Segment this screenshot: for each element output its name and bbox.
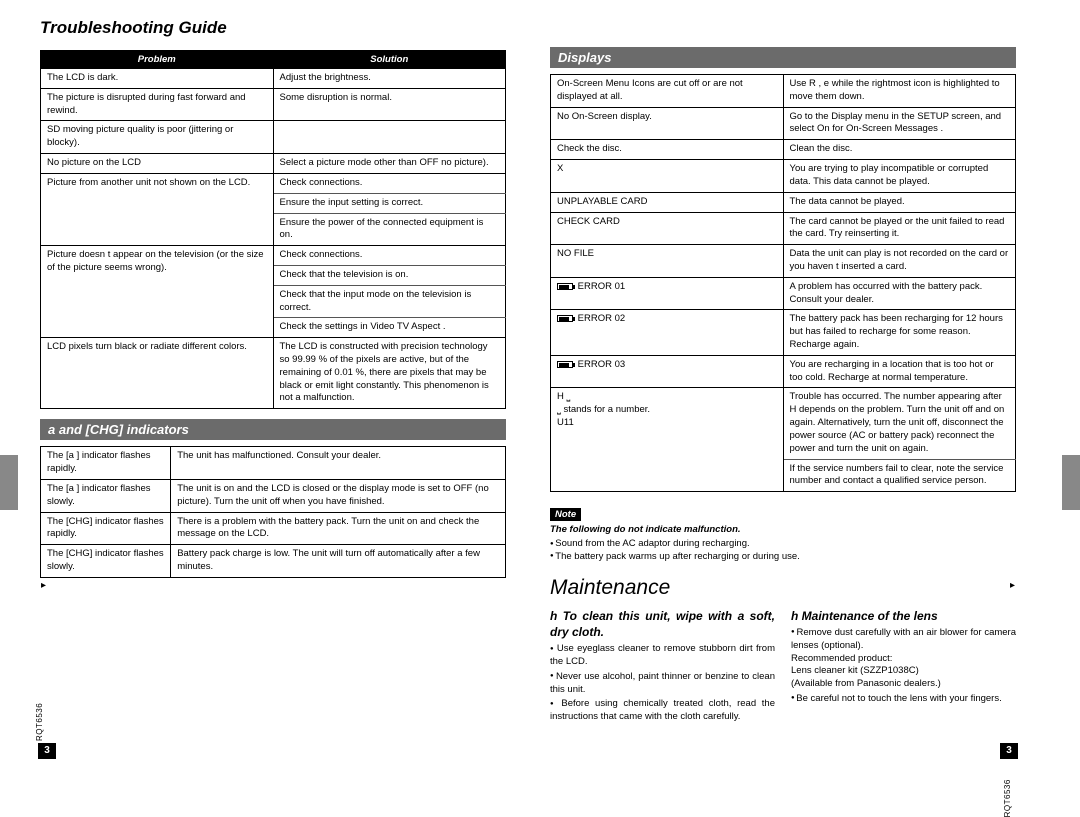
solution-cell: Use R , e while the rightmost icon is hi… [783,75,1016,108]
solution-cell: You are trying to play incompatible or c… [783,160,1016,193]
solution-cell: There is a problem with the battery pack… [171,512,506,545]
maint-clean-head: h To clean this unit, wipe with a soft, … [550,608,775,640]
list-item: Never use alcohol, paint thinner or benz… [550,671,775,697]
solution-cell: Battery pack charge is low. The unit wil… [171,545,506,578]
problem-cell: Picture doesn t appear on the television… [41,246,274,338]
displays-bar: Displays [550,47,1016,68]
nav-arrow-left: ▸ [41,580,46,591]
problem-cell: H ⎵ ⎵ stands for a number.U11 [551,388,784,492]
solution-cell: Check that the input mode on the televis… [273,285,506,318]
problem-cell: The [CHG] indicator flashes rapidly. [41,512,171,545]
maint-lens-head: h Maintenance of the lens [791,608,1016,624]
list-item: The battery pack warms up after rechargi… [550,551,1016,564]
note-list: Sound from the AC adaptor during recharg… [550,538,1016,564]
troubleshooting-title: Troubleshooting Guide [40,18,506,38]
solution-cell: You are recharging in a location that is… [783,355,1016,388]
col-solution: Solution [273,51,506,69]
doc-code-right: RQT6536 [1003,779,1012,817]
solution-cell: Check the settings in Video TV Aspect . [273,318,506,338]
problem-cell: The LCD is dark. [41,69,274,89]
list-item: Sound from the AC adaptor during recharg… [550,538,1016,551]
problem-cell: ERROR 03 [551,355,784,388]
problem-cell: CHECK CARD [551,212,784,245]
problem-cell: The [a ] indicator flashes rapidly. [41,447,171,480]
indicators-bar: a and [CHG] indicators [40,419,506,440]
indicators-table: The [a ] indicator flashes rapidly.The u… [40,446,506,578]
doc-code-left: RQT6536 [35,703,44,741]
list-item: Remove dust carefully with an air blower… [791,627,1016,691]
spread-tab-right [1062,455,1080,510]
left-page: Troubleshooting Guide Problem Solution T… [18,0,528,767]
solution-cell: Some disruption is normal. [273,88,506,121]
solution-cell: Trouble has occurred. The number appeari… [783,388,1016,459]
solution-cell: A problem has occurred with the battery … [783,277,1016,310]
solution-cell: The unit is on and the LCD is closed or … [171,479,506,512]
page-number-left: 3 [38,743,56,759]
note-block: Note The following do not indicate malfu… [550,502,1016,564]
solution-cell: Check that the television is on. [273,265,506,285]
problem-cell: Picture from another unit not shown on t… [41,173,274,245]
solution-cell: Check connections. [273,173,506,193]
problem-cell: Check the disc. [551,140,784,160]
spread-tab-left [0,455,18,510]
right-page: Displays On-Screen Menu Icons are cut of… [528,0,1038,767]
list-item: Be careful not to touch the lens with yo… [791,693,1016,706]
nav-arrow-right: ▸ [1010,580,1015,591]
problem-cell: On-Screen Menu Icons are cut off or are … [551,75,784,108]
troubleshooting-table: Problem Solution The LCD is dark.Adjust … [40,50,506,409]
problem-cell: UNPLAYABLE CARD [551,192,784,212]
problem-cell: X [551,160,784,193]
col-problem: Problem [41,51,274,69]
problem-cell: The [CHG] indicator flashes slowly. [41,545,171,578]
solution-cell: The data cannot be played. [783,192,1016,212]
problem-cell: LCD pixels turn black or radiate differe… [41,338,274,409]
displays-table: On-Screen Menu Icons are cut off or are … [550,74,1016,492]
problem-cell: SD moving picture quality is poor (jitte… [41,121,274,154]
note-badge: Note [550,508,581,521]
problem-cell: The [a ] indicator flashes slowly. [41,479,171,512]
problem-cell: ERROR 02 [551,310,784,355]
list-item: Before using chemically treated cloth, r… [550,698,775,724]
solution-cell: The battery pack has been recharging for… [783,310,1016,355]
solution-cell: The unit has malfunctioned. Consult your… [171,447,506,480]
maintenance-title: Maintenance [550,576,1016,600]
page-number-right: 3 [1000,743,1018,759]
problem-cell: The picture is disrupted during fast for… [41,88,274,121]
problem-cell: ERROR 01 [551,277,784,310]
note-heading: The following do not indicate malfunctio… [550,524,1016,535]
solution-cell: Go to the Display menu in the SETUP scre… [783,107,1016,140]
solution-cell: Clean the disc. [783,140,1016,160]
problem-cell: No On-Screen display. [551,107,784,140]
solution-cell: If the service numbers fail to clear, no… [783,459,1016,492]
solution-cell: Select a picture mode other than OFF no … [273,154,506,174]
solution-cell: The card cannot be played or the unit fa… [783,212,1016,245]
solution-cell: Data the unit can play is not recorded o… [783,245,1016,278]
maintenance-columns: h To clean this unit, wipe with a soft, … [550,608,1016,726]
solution-cell: Ensure the input setting is correct. [273,193,506,213]
list-item: Use eyeglass cleaner to remove stubborn … [550,643,775,669]
solution-cell: Ensure the power of the connected equipm… [273,213,506,246]
maint-col-lens: h Maintenance of the lens Remove dust ca… [791,608,1016,726]
solution-cell [273,121,506,154]
solution-cell: The LCD is constructed with precision te… [273,338,506,409]
problem-cell: NO FILE [551,245,784,278]
problem-cell: No picture on the LCD [41,154,274,174]
solution-cell: Adjust the brightness. [273,69,506,89]
solution-cell: Check connections. [273,246,506,266]
maint-col-clean: h To clean this unit, wipe with a soft, … [550,608,775,726]
